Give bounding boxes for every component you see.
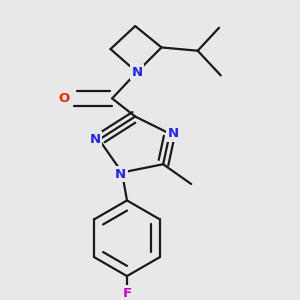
Text: O: O xyxy=(59,92,70,105)
Text: F: F xyxy=(122,287,131,300)
Text: N: N xyxy=(115,168,126,181)
Text: N: N xyxy=(89,133,100,146)
Text: N: N xyxy=(131,66,142,79)
Text: N: N xyxy=(168,127,179,140)
